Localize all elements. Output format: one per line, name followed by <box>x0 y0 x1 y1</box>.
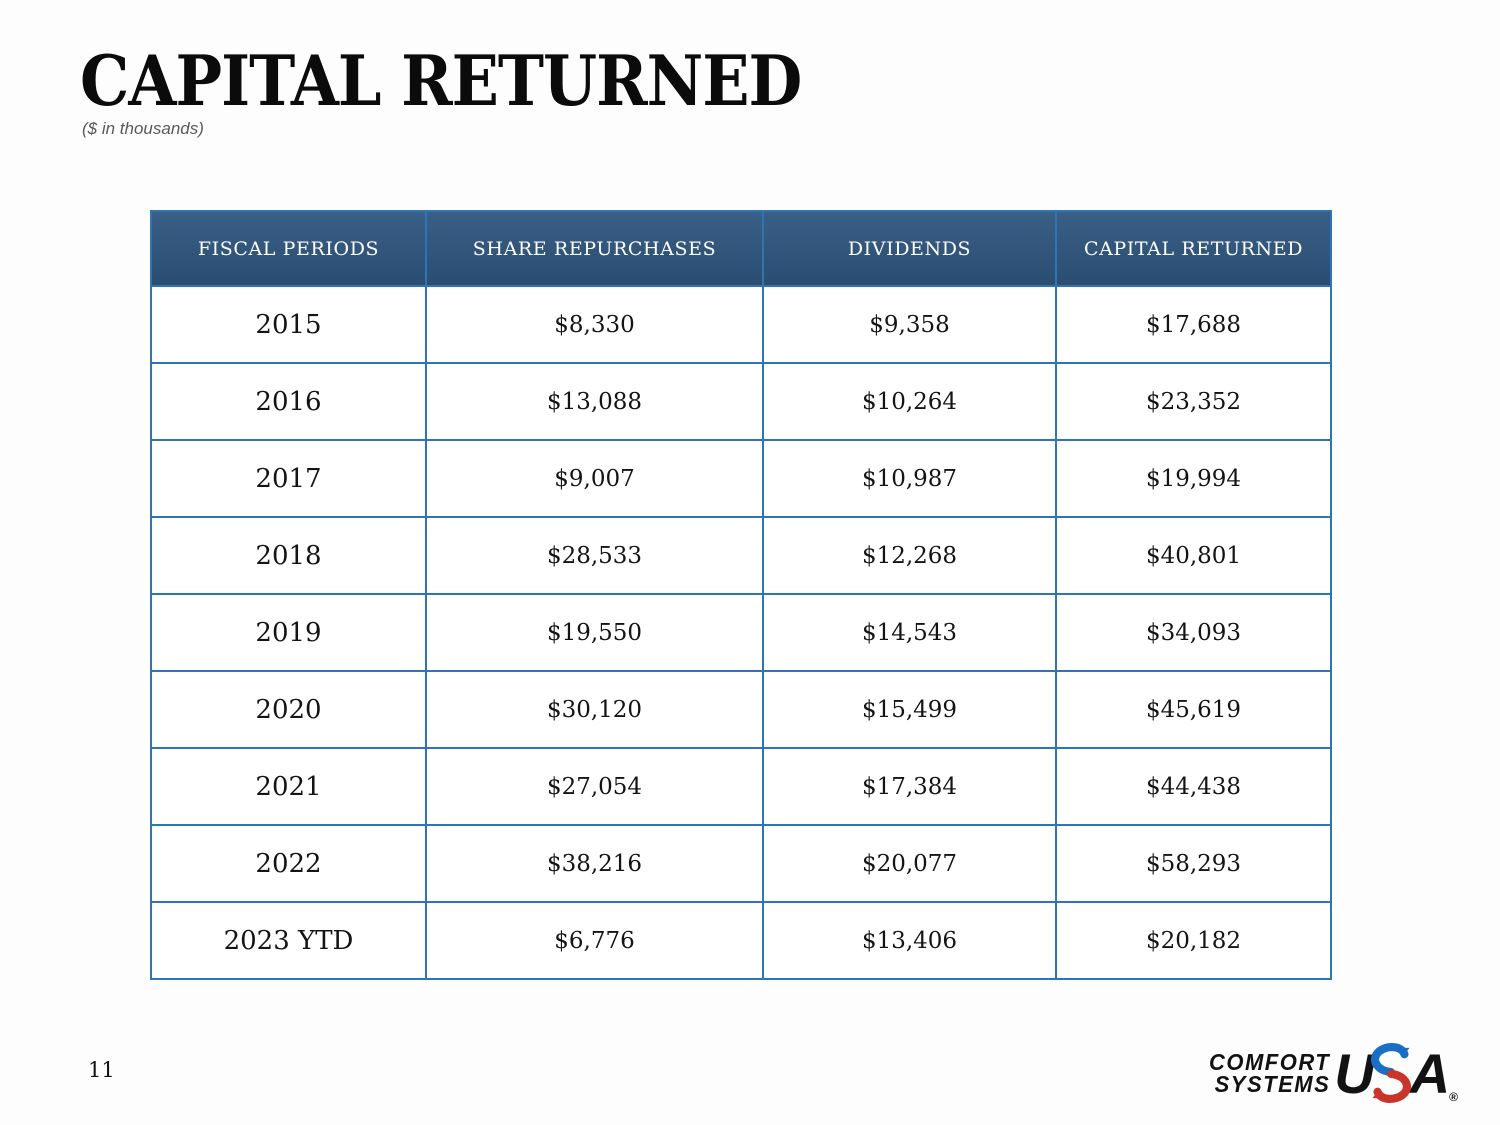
fiscal-period-cell: 2023 YTD <box>150 901 427 980</box>
units-note: ($ in thousands) <box>82 119 204 138</box>
table-row: 2021 $27,054 $17,384 $44,438 <box>150 747 1332 826</box>
table-row: 2022 $38,216 $20,077 $58,293 <box>150 824 1332 903</box>
logo-usa-letter-a: A <box>1409 1042 1450 1105</box>
share-repurchases-cell: $8,330 <box>425 285 764 364</box>
share-repurchases-cell: $6,776 <box>425 901 764 980</box>
capital-returned-cell: $17,688 <box>1055 285 1332 364</box>
logo-usa-text: U A ® <box>1334 1043 1458 1105</box>
fiscal-period-cell: 2022 <box>150 824 427 903</box>
logo-swoosh-s-icon <box>1370 1043 1411 1103</box>
registered-trademark-mark: ® <box>1449 1090 1458 1104</box>
table-row: 2015 $8,330 $9,358 $17,688 <box>150 285 1332 364</box>
page-number: 11 <box>88 1058 115 1082</box>
col-header-capital-returned: CAPITAL RETURNED <box>1055 210 1332 287</box>
dividends-cell: $14,543 <box>762 593 1057 672</box>
logo-systems-text: SYSTEMS <box>1214 1070 1331 1098</box>
fiscal-period-cell: 2018 <box>150 516 427 595</box>
share-repurchases-cell: $27,054 <box>425 747 764 826</box>
fiscal-period-cell: 2020 <box>150 670 427 749</box>
capital-returned-cell: $44,438 <box>1055 747 1332 826</box>
table-row: 2023 YTD $6,776 $13,406 $20,182 <box>150 901 1332 980</box>
col-header-share-repurchases: SHARE REPURCHASES <box>425 210 764 287</box>
logo-comfort-text: COMFORT <box>1208 1049 1331 1076</box>
dividends-cell: $20,077 <box>762 824 1057 903</box>
dividends-cell: $15,499 <box>762 670 1057 749</box>
table-row: 2019 $19,550 $14,543 $34,093 <box>150 593 1332 672</box>
capital-returned-cell: $19,994 <box>1055 439 1332 518</box>
dividends-cell: $10,987 <box>762 439 1057 518</box>
capital-returned-cell: $45,619 <box>1055 670 1332 749</box>
capital-returned-cell: $40,801 <box>1055 516 1332 595</box>
share-repurchases-cell: $19,550 <box>425 593 764 672</box>
capital-returned-table: FISCAL PERIODS SHARE REPURCHASES DIVIDEN… <box>150 210 1332 980</box>
table-header-row: FISCAL PERIODS SHARE REPURCHASES DIVIDEN… <box>150 210 1332 287</box>
fiscal-period-cell: 2021 <box>150 747 427 826</box>
page-title: CAPITAL RETURNED <box>80 40 802 122</box>
table-body: 2015 $8,330 $9,358 $17,688 2016 $13,088 … <box>150 285 1332 980</box>
table-row: 2016 $13,088 $10,264 $23,352 <box>150 362 1332 441</box>
logo-wordmark: COMFORT SYSTEMS <box>1208 1049 1331 1098</box>
share-repurchases-cell: $28,533 <box>425 516 764 595</box>
dividends-cell: $9,358 <box>762 285 1057 364</box>
col-header-dividends: DIVIDENDS <box>762 210 1057 287</box>
dividends-cell: $17,384 <box>762 747 1057 826</box>
share-repurchases-cell: $30,120 <box>425 670 764 749</box>
capital-returned-cell: $23,352 <box>1055 362 1332 441</box>
table-header: FISCAL PERIODS SHARE REPURCHASES DIVIDEN… <box>150 210 1332 287</box>
table-row: 2020 $30,120 $15,499 $45,619 <box>150 670 1332 749</box>
capital-returned-cell: $58,293 <box>1055 824 1332 903</box>
dividends-cell: $13,406 <box>762 901 1057 980</box>
comfort-systems-usa-logo: COMFORT SYSTEMS U A ® <box>1209 1043 1458 1105</box>
dividends-cell: $10,264 <box>762 362 1057 441</box>
fiscal-period-cell: 2017 <box>150 439 427 518</box>
col-header-fiscal-periods: FISCAL PERIODS <box>150 210 427 287</box>
dividends-cell: $12,268 <box>762 516 1057 595</box>
share-repurchases-cell: $38,216 <box>425 824 764 903</box>
logo-usa-letter-u: U <box>1334 1042 1374 1105</box>
fiscal-period-cell: 2015 <box>150 285 427 364</box>
fiscal-period-cell: 2019 <box>150 593 427 672</box>
table-row: 2018 $28,533 $12,268 $40,801 <box>150 516 1332 595</box>
share-repurchases-cell: $13,088 <box>425 362 764 441</box>
fiscal-period-cell: 2016 <box>150 362 427 441</box>
capital-returned-cell: $20,182 <box>1055 901 1332 980</box>
share-repurchases-cell: $9,007 <box>425 439 764 518</box>
table-row: 2017 $9,007 $10,987 $19,994 <box>150 439 1332 518</box>
capital-returned-cell: $34,093 <box>1055 593 1332 672</box>
